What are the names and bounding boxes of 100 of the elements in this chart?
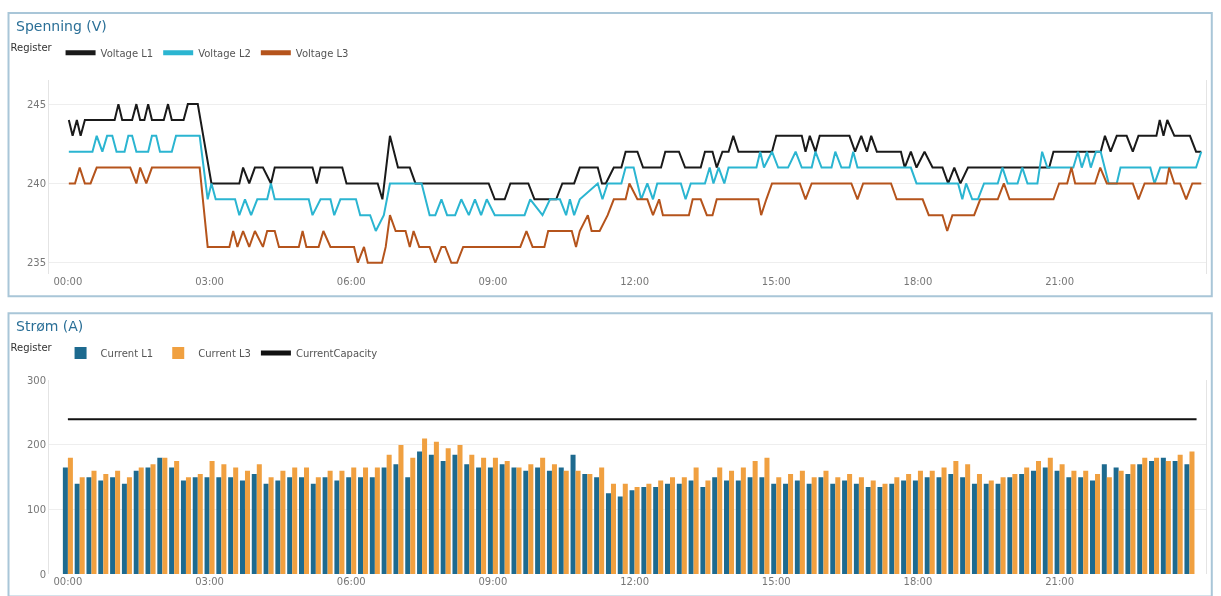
bar [1154,457,1160,574]
bar [499,464,505,574]
bar [239,480,245,574]
chart-title: Strøm (A) [16,318,84,334]
bar [1059,464,1065,574]
bar [67,457,73,574]
bar [1024,467,1030,574]
legend-label: CurrentCapacity [295,347,378,359]
bar [1118,470,1124,574]
bar [764,457,770,574]
bar [971,483,977,574]
bar [523,470,529,574]
bar [91,470,97,574]
bar [794,480,800,574]
x-tick-label: 21:00 [1045,576,1075,587]
bar [847,474,853,574]
bar [1012,474,1018,574]
bar [629,490,635,574]
y-tick-label: 300 [26,374,46,386]
bar [575,470,581,574]
bar [1184,464,1190,574]
x-tick-label: 12:00 [620,576,649,587]
bar [941,467,947,574]
bar [174,461,180,574]
legend-title: Register [10,42,53,54]
bar [587,474,593,574]
bar [882,483,888,574]
bar [858,477,864,574]
bar [641,486,647,574]
bar [121,483,127,574]
y-tick-label: 245 [26,98,46,110]
bar [275,480,281,574]
x-tick-label: 18:00 [903,576,933,587]
bar [327,470,333,574]
bar [1177,454,1183,574]
bar [110,477,116,574]
bar [1066,477,1072,574]
bar [528,464,534,574]
bar [374,467,380,574]
legend-label: Voltage L2 [198,47,251,59]
bar [476,467,482,574]
bar [228,477,234,574]
bar [717,467,723,574]
bar [811,477,817,574]
bar [433,441,439,574]
x-tick-label: 21:00 [1045,275,1075,287]
bar [693,467,699,574]
bar [1165,461,1171,574]
legend-label: Current L3 [198,347,251,359]
bar [1007,477,1013,574]
bar [705,480,711,574]
bar [452,454,458,574]
bar [799,470,805,574]
bar [79,477,85,574]
bar [1095,474,1101,574]
bar [540,457,546,574]
bar [842,480,848,574]
x-tick-label: 00:00 [53,576,83,587]
bar [735,480,741,574]
bar [504,461,510,574]
y-tick-label: 0 [39,568,46,580]
bar [103,474,109,574]
line-series [67,134,1203,233]
bar [1130,464,1136,574]
bar [1054,470,1060,574]
bar [138,467,144,574]
bar [298,477,305,574]
bar [1149,461,1155,574]
bar [445,448,451,574]
bar [1071,470,1077,574]
bar [599,467,605,574]
bar [901,480,907,574]
line-series [67,103,1203,201]
bar [469,454,475,574]
bar [204,477,210,574]
bar [877,486,883,574]
bar [712,477,718,574]
bar [398,444,404,574]
bar [724,480,730,574]
bar [976,474,982,574]
x-tick-label: 03:00 [195,275,224,287]
bar [759,477,765,574]
bar [960,477,966,574]
bar [965,464,971,574]
y-tick-label: 100 [26,503,46,515]
bar [1047,457,1053,574]
bar [563,470,569,574]
bar [1172,461,1178,574]
bar [86,477,92,574]
bar [1090,480,1096,574]
bar [806,483,812,574]
bar [74,483,80,574]
bar [853,483,859,574]
bar [889,483,895,574]
bar [62,467,68,574]
bar [835,477,841,574]
bar [865,486,871,574]
bar [157,457,163,574]
line-series [67,166,1203,264]
bar [405,477,411,574]
